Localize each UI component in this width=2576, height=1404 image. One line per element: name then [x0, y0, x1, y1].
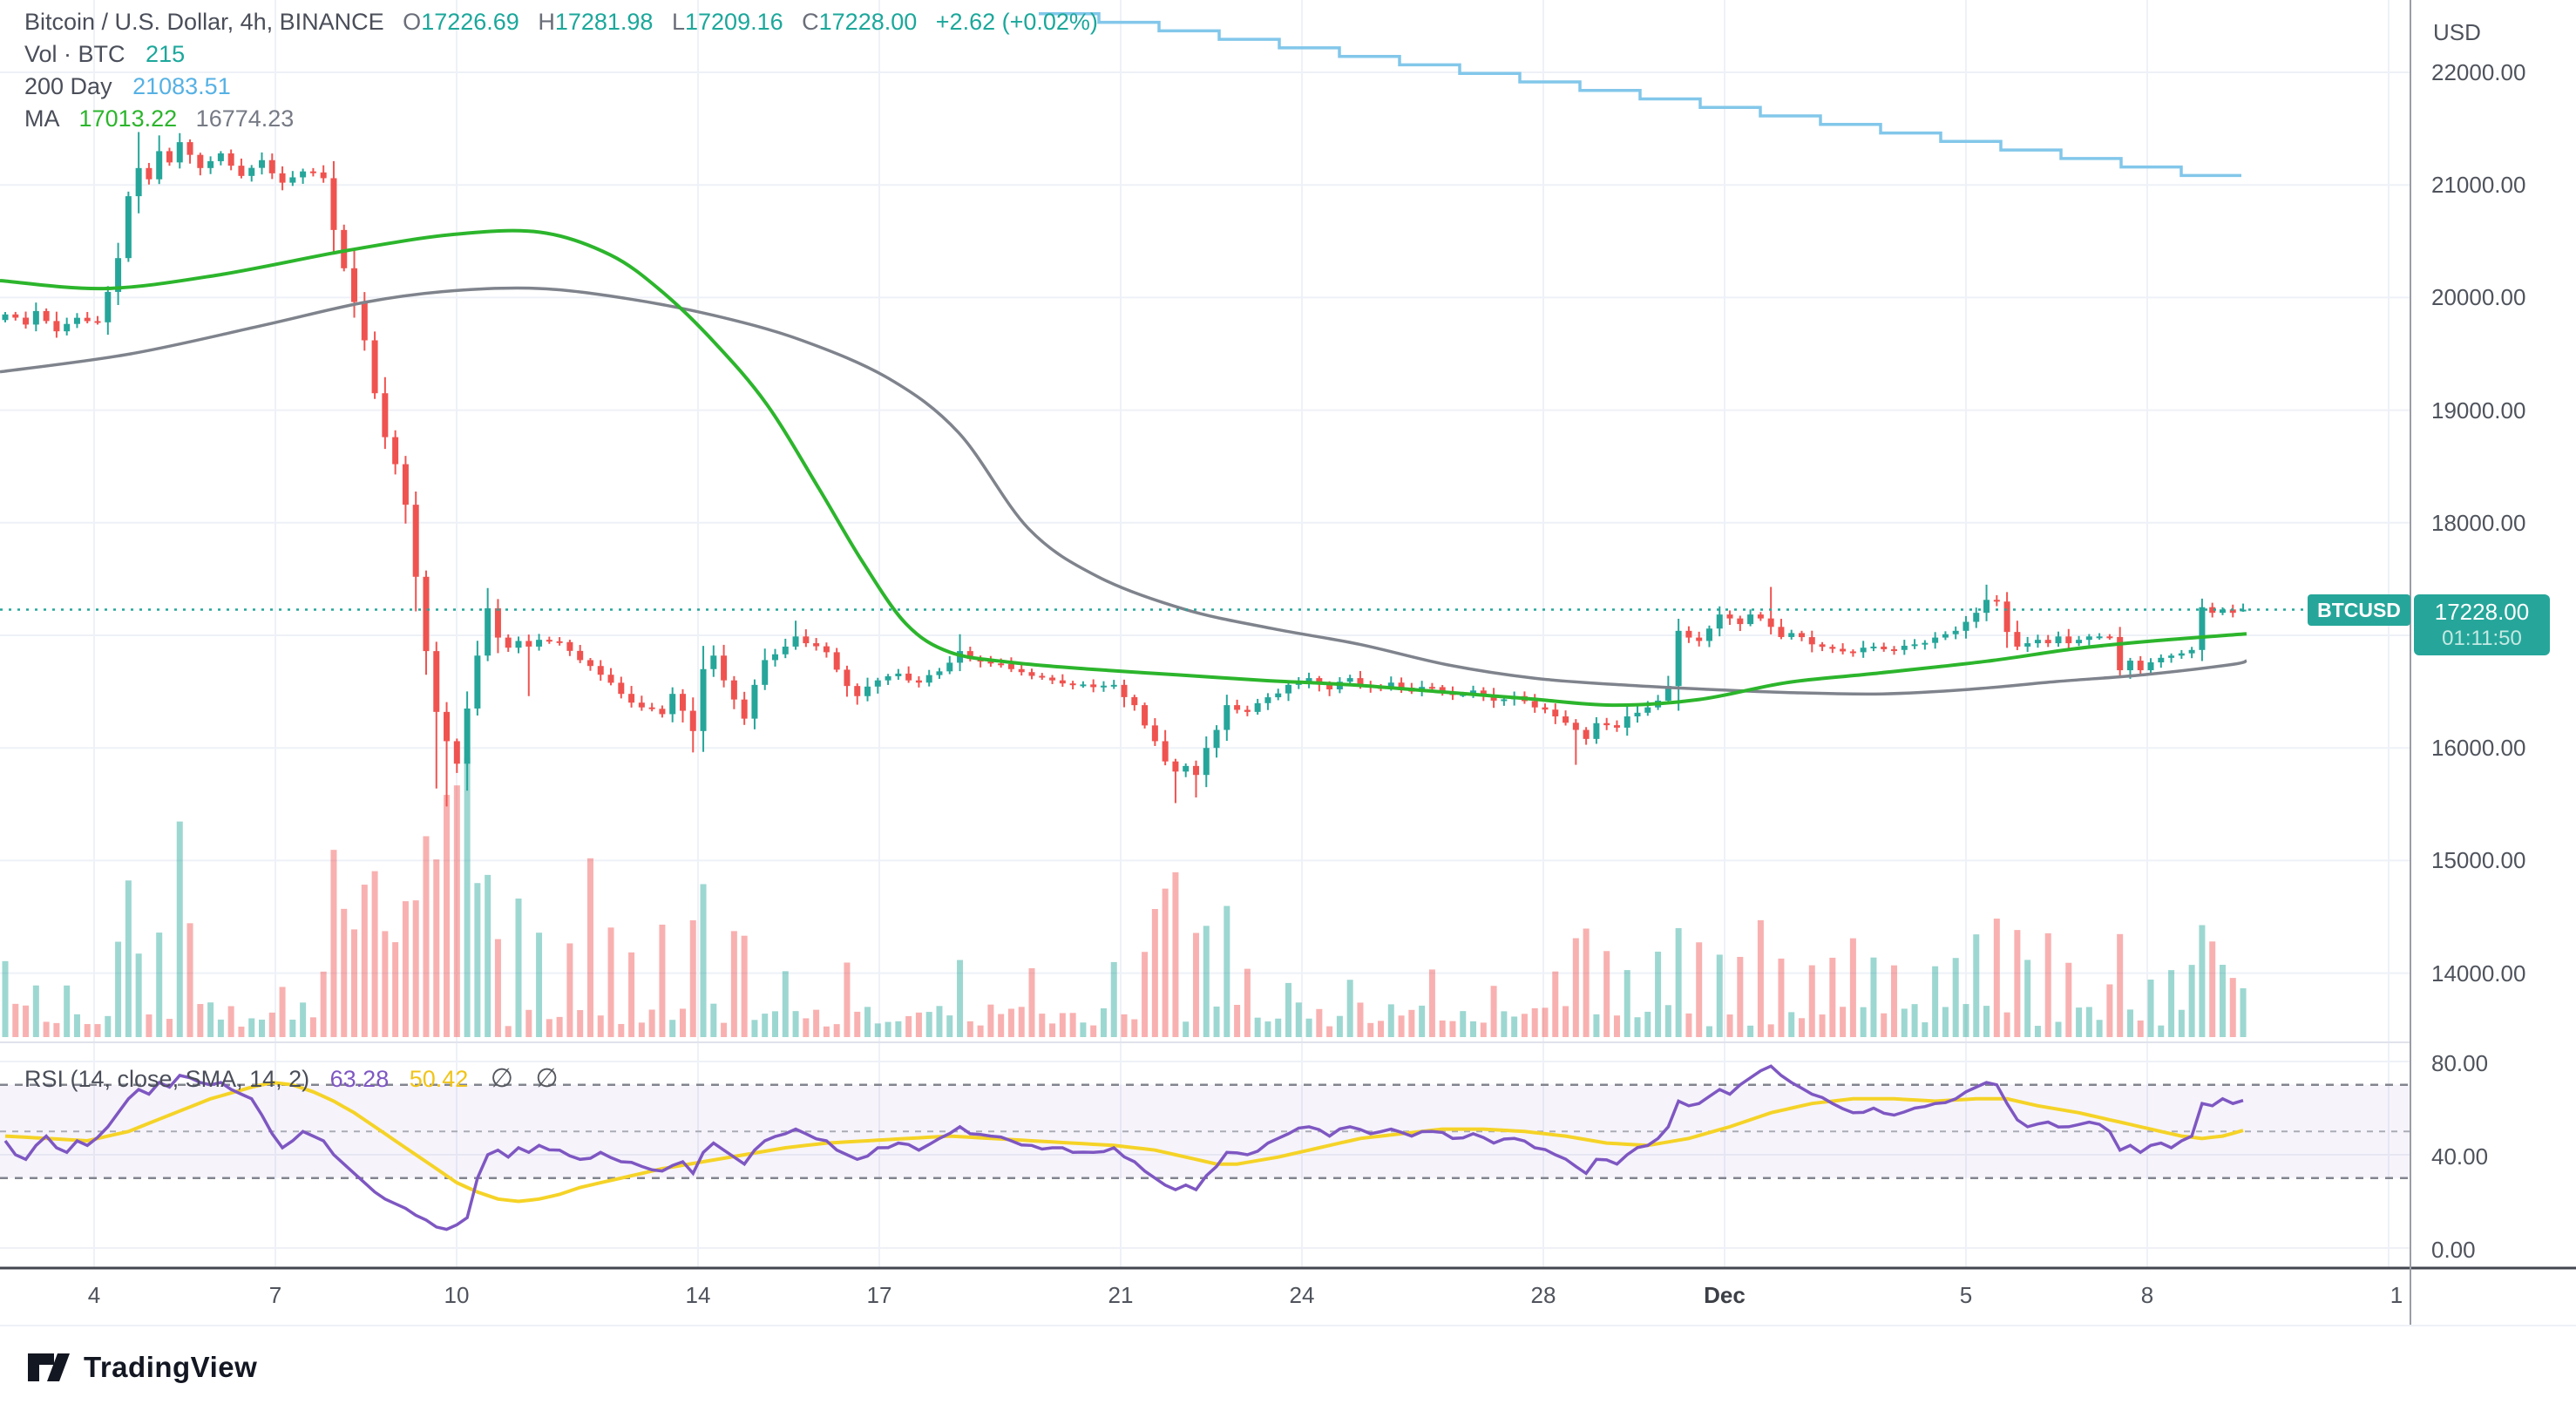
- rsi-legend-row[interactable]: RSI (14, close, SMA, 14, 2) 63.28 50.42 …: [24, 1063, 559, 1094]
- close-value: 17228.00: [818, 9, 918, 35]
- ma-slow-value: 16774.23: [195, 105, 295, 132]
- rsi-empty-set-icon: ∅: [535, 1064, 559, 1093]
- symbol-title: Bitcoin / U.S. Dollar, 4h, BINANCE: [24, 9, 384, 35]
- open-value: 17226.69: [421, 9, 519, 35]
- time-tick-label: Dec: [1704, 1282, 1746, 1308]
- price-tick-label: 15000.00: [2431, 847, 2526, 874]
- volume-label: Vol · BTC: [24, 41, 125, 67]
- ma-legend-row[interactable]: MA 17013.22 16774.23: [24, 105, 294, 132]
- price-tick-label: 16000.00: [2431, 735, 2526, 762]
- rsi-tick-label: 0.00: [2431, 1237, 2476, 1263]
- symbol-flag-text: BTCUSD: [2317, 598, 2401, 621]
- change-value: +2.62 (+0.02%): [935, 9, 1098, 35]
- low-label: L: [671, 9, 685, 35]
- rsi-value: 63.28: [329, 1066, 390, 1092]
- time-tick-label: 8: [2140, 1282, 2154, 1308]
- ma200day-legend-row[interactable]: 200 Day 21083.51: [24, 73, 231, 100]
- time-tick-label: 5: [1959, 1282, 1973, 1308]
- symbol-price-flag[interactable]: BTCUSD: [2308, 594, 2410, 626]
- high-value: 17281.98: [554, 9, 654, 35]
- ma-fast-line: [0, 228, 2247, 708]
- price-tick-label: 19000.00: [2431, 397, 2526, 424]
- time-tick-label: 24: [1289, 1282, 1315, 1308]
- candles: [2, 132, 2247, 807]
- rsi-ma-value: 50.42: [409, 1066, 469, 1092]
- last-price-axis-badge[interactable]: 17228.00 01:11:50: [2414, 594, 2550, 655]
- ma-200day-line: [1039, 12, 2241, 178]
- rsi-tick-label: 80.00: [2431, 1050, 2489, 1076]
- tradingview-logo-text: TradingView: [84, 1351, 258, 1383]
- rsi-ma-line: [4, 1081, 2244, 1204]
- open-label: O: [403, 9, 422, 35]
- price-tick-label: 21000.00: [2431, 172, 2526, 199]
- volume-bars: [2, 757, 2247, 1037]
- tradingview-logo[interactable]: TradingView: [26, 1348, 257, 1387]
- time-tick-label: 14: [685, 1282, 711, 1308]
- volume-value: 215: [146, 41, 186, 67]
- time-tick-label: 4: [87, 1282, 101, 1308]
- low-value: 17209.16: [685, 9, 783, 35]
- time-tick-label: 17: [866, 1282, 892, 1308]
- rsi-band: [0, 1084, 2410, 1178]
- price-tick-label: 14000.00: [2431, 960, 2526, 987]
- last-price-text: 17228.00: [2434, 599, 2530, 625]
- ma200day-value: 21083.51: [132, 73, 231, 99]
- time-tick-label: 28: [1530, 1282, 1556, 1308]
- close-label: C: [802, 9, 819, 35]
- price-tick-label: 18000.00: [2431, 509, 2526, 536]
- time-tick-label: 10: [444, 1282, 470, 1308]
- ma200day-label: 200 Day: [24, 73, 112, 99]
- ma-fast-value: 17013.22: [78, 105, 178, 132]
- time-tick-label: 21: [1108, 1282, 1134, 1308]
- price-axis-unit: USD: [2433, 19, 2481, 45]
- ma-slow-line: [0, 286, 2247, 696]
- price-tick-label: 22000.00: [2431, 59, 2526, 85]
- volume-legend-row[interactable]: Vol · BTC 215: [24, 41, 185, 68]
- bar-countdown-text: 01:11:50: [2442, 627, 2522, 650]
- rsi-empty-set-icon: ∅: [490, 1064, 513, 1093]
- time-tick-label: 7: [268, 1282, 282, 1308]
- rsi-line: [3, 1064, 2244, 1231]
- high-label: H: [538, 9, 555, 35]
- rsi-label: RSI (14, close, SMA, 14, 2): [24, 1066, 310, 1092]
- tradingview-logo-icon: [28, 1353, 70, 1381]
- gridlines: [0, 0, 2410, 1268]
- time-tick-label: 1: [2390, 1282, 2403, 1308]
- symbol-legend-row[interactable]: Bitcoin / U.S. Dollar, 4h, BINANCE O1722…: [24, 9, 1098, 36]
- price-tick-label: 20000.00: [2431, 284, 2526, 311]
- ma-label: MA: [24, 105, 59, 132]
- rsi-tick-label: 40.00: [2431, 1143, 2489, 1170]
